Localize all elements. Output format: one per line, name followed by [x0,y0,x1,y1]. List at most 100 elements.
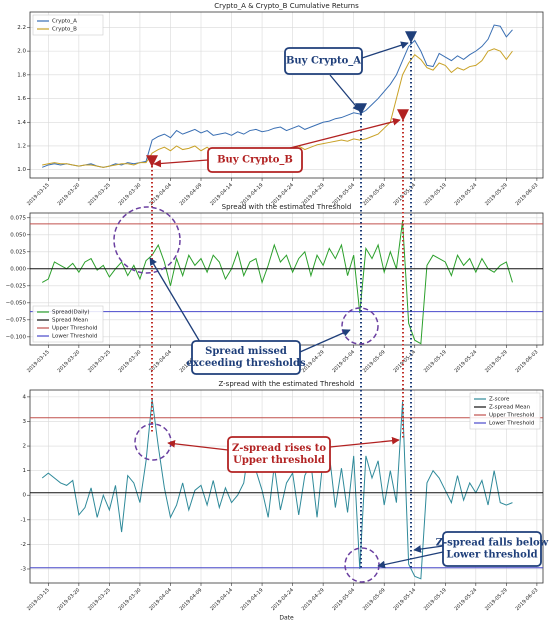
y-tick-label: 1.4 [17,120,26,126]
arrow [361,41,409,59]
x-tick-label: 2019-05-29 [484,349,509,374]
x-tick-label: 2019-05-09 [362,587,387,612]
x-tick-label: 2019-05-14 [392,587,417,612]
annotation-text: Buy Crypto_A [286,56,361,67]
y-tick-label: -2 [21,542,26,548]
y-tick-label: −0.100 [6,334,27,340]
data-line [41,221,513,345]
annotation-text: Z-spread rises to [232,443,326,454]
x-tick-label: 2019-03-25 [87,587,112,612]
y-tick-label: -1 [21,517,26,523]
y-tick-label: 1.6 [17,96,26,102]
plot-frame [29,212,544,346]
plot-frame [29,389,544,584]
x-tick-label: 2019-05-14 [392,349,417,374]
x-tick-label: 2019-03-30 [118,587,143,612]
annotation-text: exceeding thresholds [186,358,306,369]
x-tick-label: 2019-05-04 [331,349,356,374]
highlight-circle [134,423,172,461]
x-tick-label: 2019-05-04 [331,587,356,612]
legend-label: Z-spread Mean [489,405,531,411]
x-tick-label: 2019-04-09 [179,587,204,612]
arrow [413,545,444,553]
x-tick-label: 2019-04-19 [240,587,265,612]
annotation-box [227,436,331,473]
x-tick-label: 2019-04-09 [179,182,204,207]
legend-label: Upper Threshold [52,326,98,332]
annotation-text: Z-spread falls below [436,538,549,549]
arrow [153,159,209,168]
x-tick-label: 2019-03-20 [57,587,82,612]
legend-label: Upper Threshold [489,413,535,419]
x-tick-label: 2019-03-15 [26,349,51,374]
y-tick-label: 2.2 [17,25,26,31]
y-tick-label: 2 [23,444,27,450]
x-tick-label: 2019-03-25 [87,182,112,207]
plots: Crypto_A & Crypto_B Cumulative Returns20… [6,2,544,622]
legend-box [32,14,104,36]
annotation-overlay: Buy Crypto_A Buy Crypto_B Spread missedexc… [113,31,549,583]
x-tick-label: 2019-05-24 [454,587,479,612]
y-tick-label: 0 [23,493,27,499]
legend-label: Crypto_A [52,19,77,25]
panel-title: Crypto_A & Crypto_B Cumulative Returns [214,2,359,10]
highlight-circle [113,206,181,274]
y-tick-label: 3 [23,419,27,425]
x-tick-label: 2019-06-03 [515,349,540,374]
y-tick-label: 1 [23,468,27,474]
x-tick-label: 2019-05-19 [423,587,448,612]
x-tick-label: 2019-06-03 [515,182,540,207]
y-tick-label: -3 [21,566,27,572]
y-tick-label: −0.075 [6,317,27,323]
y-tick-label: 1.0 [17,167,26,173]
x-tick-label: 2019-03-30 [118,182,143,207]
highlight-circle [341,307,379,345]
panel-title: Spread with the estimated Threshold [222,203,352,211]
x-tick-label: 2019-04-24 [270,587,295,612]
x-tick-label: 2019-05-09 [362,349,387,374]
y-tick-label: 1.2 [17,143,26,149]
arrow [289,117,401,149]
legend-label: Lower Threshold [52,334,97,340]
x-tick-label: 2019-03-25 [87,349,112,374]
annotation-text: Buy Crypto_B [217,155,293,166]
x-tick-label: 2019-06-03 [515,587,540,612]
x-tick-label: 2019-03-20 [57,349,82,374]
annotation-box [442,531,542,567]
y-tick-label: 2.0 [17,49,26,55]
x-tick-label: 2019-05-19 [423,349,448,374]
x-tick-label: 2019-03-20 [57,182,82,207]
x-tick-label: 2019-05-29 [484,587,509,612]
x-axis-label: Date [279,615,294,622]
arrow [299,329,351,353]
legend-label: Crypto_B [52,27,77,33]
x-tick-label: 2019-05-24 [454,182,479,207]
x-tick-label: 2019-04-14 [209,587,234,612]
x-tick-label: 2019-03-15 [26,182,51,207]
y-tick-label: −0.050 [6,300,27,306]
y-tick-label: −0.025 [6,283,27,289]
legend-label: Lower Threshold [489,421,534,427]
y-tick-label: 4 [23,394,27,400]
annotation-text: Lower threshold [446,550,537,561]
y-tick-label: 1.8 [17,72,26,78]
x-tick-label: 2019-05-19 [423,182,448,207]
arrow [329,436,400,448]
arrow [329,74,361,112]
y-tick-label: 0.075 [10,215,26,221]
annotation-box [191,340,301,375]
y-tick-label: 0.050 [10,232,26,238]
data-line [42,24,513,168]
data-line [41,399,513,580]
x-tick-label: 2019-05-24 [454,349,479,374]
annotation-text: Spread missed [205,346,287,357]
annotation-text: Upper threshold [233,455,325,466]
panel-title: Z-spread with the estimated Threshold [218,380,354,388]
x-tick-label: 2019-05-09 [362,182,387,207]
annotation-box [284,47,363,75]
x-tick-label: 2019-03-30 [118,349,143,374]
x-tick-label: 2019-03-15 [26,587,51,612]
annotation-box [207,147,303,173]
x-tick-label: 2019-05-29 [484,182,509,207]
